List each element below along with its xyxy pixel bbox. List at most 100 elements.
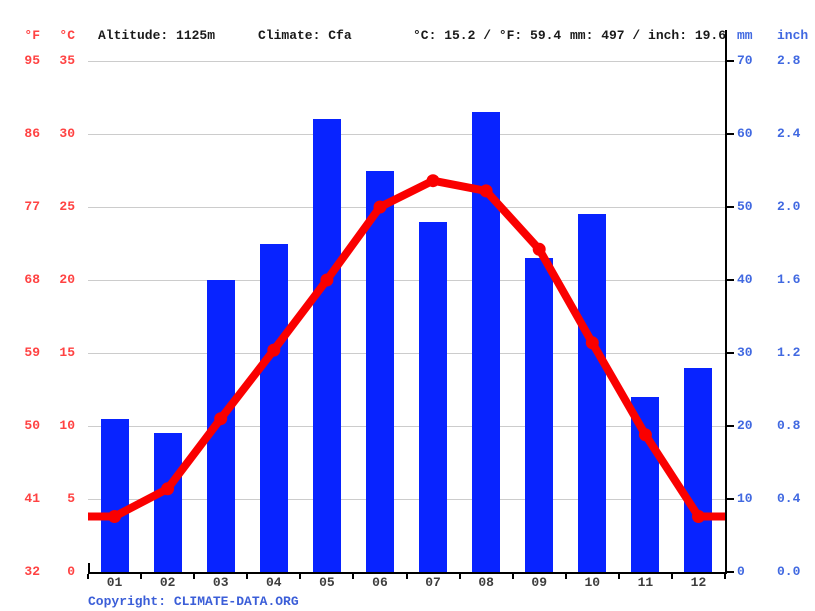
temperature-point-10 xyxy=(585,336,599,350)
celsius-tick-label: 35 xyxy=(59,53,75,68)
right-axis-tick xyxy=(727,571,734,573)
annual-precipitation-summary: mm: 497 / inch: 19.6 xyxy=(570,28,727,43)
copyright: Copyright: CLIMATE-DATA.ORG xyxy=(88,594,299,609)
x-axis-tick xyxy=(193,574,196,579)
climate-class-label: Climate: Cfa xyxy=(258,28,352,43)
fahrenheit-axis-header: °F xyxy=(24,28,40,43)
x-axis-tick xyxy=(511,574,514,579)
fahrenheit-tick-label: 32 xyxy=(24,564,40,579)
temperature-point-03 xyxy=(214,412,228,426)
gridline xyxy=(88,426,725,427)
mm-tick-label: 10 xyxy=(737,491,753,506)
fahrenheit-tick-label: 50 xyxy=(24,418,40,433)
temperature-polyline xyxy=(88,176,725,521)
month-label-02: 02 xyxy=(159,575,176,590)
mm-tick-label: 20 xyxy=(737,418,753,433)
temperature-point-08 xyxy=(479,184,493,198)
celsius-tick-label: 20 xyxy=(59,272,75,287)
right-axis-tick xyxy=(727,206,734,208)
precipitation-bar-05 xyxy=(312,119,341,572)
inch-axis-header: inch xyxy=(777,28,809,43)
month-label-11: 11 xyxy=(637,575,654,590)
fahrenheit-tick-label: 86 xyxy=(24,126,40,141)
x-axis-tick xyxy=(458,574,461,579)
temperature-point-07 xyxy=(426,174,440,188)
inch-tick-label: 0.0 xyxy=(777,564,801,579)
plot-area xyxy=(88,61,725,572)
x-axis-tick xyxy=(564,574,567,579)
gridline xyxy=(88,280,725,281)
right-axis-tick xyxy=(727,279,734,281)
month-label-03: 03 xyxy=(212,575,229,590)
fahrenheit-tick-label: 59 xyxy=(24,345,40,360)
x-axis-tick xyxy=(140,574,143,579)
temperature-point-01 xyxy=(108,510,121,523)
x-axis-tick xyxy=(246,574,249,579)
month-label-12: 12 xyxy=(690,575,707,590)
right-axis-tick xyxy=(727,352,734,354)
mm-tick-label: 0 xyxy=(737,564,745,579)
fahrenheit-tick-label: 95 xyxy=(24,53,40,68)
celsius-tick-label: 0 xyxy=(67,564,75,579)
gridline xyxy=(88,134,725,135)
temperature-point-06 xyxy=(373,200,387,214)
x-axis-tick xyxy=(670,574,673,579)
inch-tick-label: 2.4 xyxy=(777,126,801,141)
temperature-point-12 xyxy=(692,510,705,523)
mm-tick-label: 50 xyxy=(737,199,753,214)
month-label-06: 06 xyxy=(372,575,388,590)
mm-tick-label: 60 xyxy=(737,126,753,141)
celsius-tick-label: 15 xyxy=(59,345,75,360)
fahrenheit-tick-label: 68 xyxy=(24,272,40,287)
month-label-08: 08 xyxy=(478,575,494,590)
x-axis-start-tick xyxy=(88,563,90,572)
x-axis-tick xyxy=(724,574,726,579)
temperature-point-09 xyxy=(532,242,546,256)
fahrenheit-tick-label: 77 xyxy=(24,199,40,214)
precipitation-bar-10 xyxy=(578,214,607,572)
month-label-07: 07 xyxy=(425,575,441,590)
copyright-label: Copyright: xyxy=(88,594,174,609)
celsius-tick-label: 25 xyxy=(59,199,75,214)
temperature-point-11 xyxy=(638,428,652,442)
mm-axis-header: mm xyxy=(737,28,753,43)
x-axis-tick xyxy=(299,574,302,579)
gridline xyxy=(88,61,725,62)
temperature-point-02 xyxy=(161,482,175,496)
mm-tick-label: 40 xyxy=(737,272,753,287)
inch-tick-label: 0.4 xyxy=(777,491,801,506)
precipitation-bar-12 xyxy=(684,367,713,572)
celsius-tick-label: 30 xyxy=(59,126,75,141)
inch-tick-label: 2.8 xyxy=(777,53,801,68)
month-label-05: 05 xyxy=(319,575,335,590)
x-axis-line xyxy=(88,572,727,574)
precipitation-bar-06 xyxy=(365,170,394,572)
month-label-09: 09 xyxy=(531,575,547,590)
x-axis-tick xyxy=(352,574,355,579)
mean-temperature-summary: °C: 15.2 / °F: 59.4 xyxy=(413,28,562,43)
precipitation-bar-09 xyxy=(525,258,554,572)
inch-tick-label: 1.6 xyxy=(777,272,801,287)
x-axis-tick xyxy=(405,574,408,579)
right-axis-line xyxy=(725,30,727,574)
right-axis-tick xyxy=(727,425,734,427)
temperature-point-05 xyxy=(320,273,334,287)
right-axis-tick xyxy=(727,133,734,135)
precipitation-bar-07 xyxy=(419,221,448,572)
celsius-tick-label: 10 xyxy=(59,418,75,433)
month-label-01: 01 xyxy=(106,575,123,590)
celsius-tick-label: 5 xyxy=(67,491,75,506)
copyright-link[interactable]: CLIMATE-DATA.ORG xyxy=(173,594,299,609)
altitude-label: Altitude: 1125m xyxy=(98,28,216,43)
mm-tick-label: 30 xyxy=(737,345,753,360)
celsius-axis-header: °C xyxy=(59,28,75,43)
gridline xyxy=(88,207,725,208)
temperature-point-04 xyxy=(267,343,281,357)
precipitation-bar-04 xyxy=(259,243,288,572)
inch-tick-label: 2.0 xyxy=(777,199,801,214)
inch-tick-label: 1.2 xyxy=(777,345,801,360)
gridline xyxy=(88,353,725,354)
fahrenheit-tick-label: 41 xyxy=(24,491,40,506)
x-axis-tick xyxy=(87,574,89,579)
